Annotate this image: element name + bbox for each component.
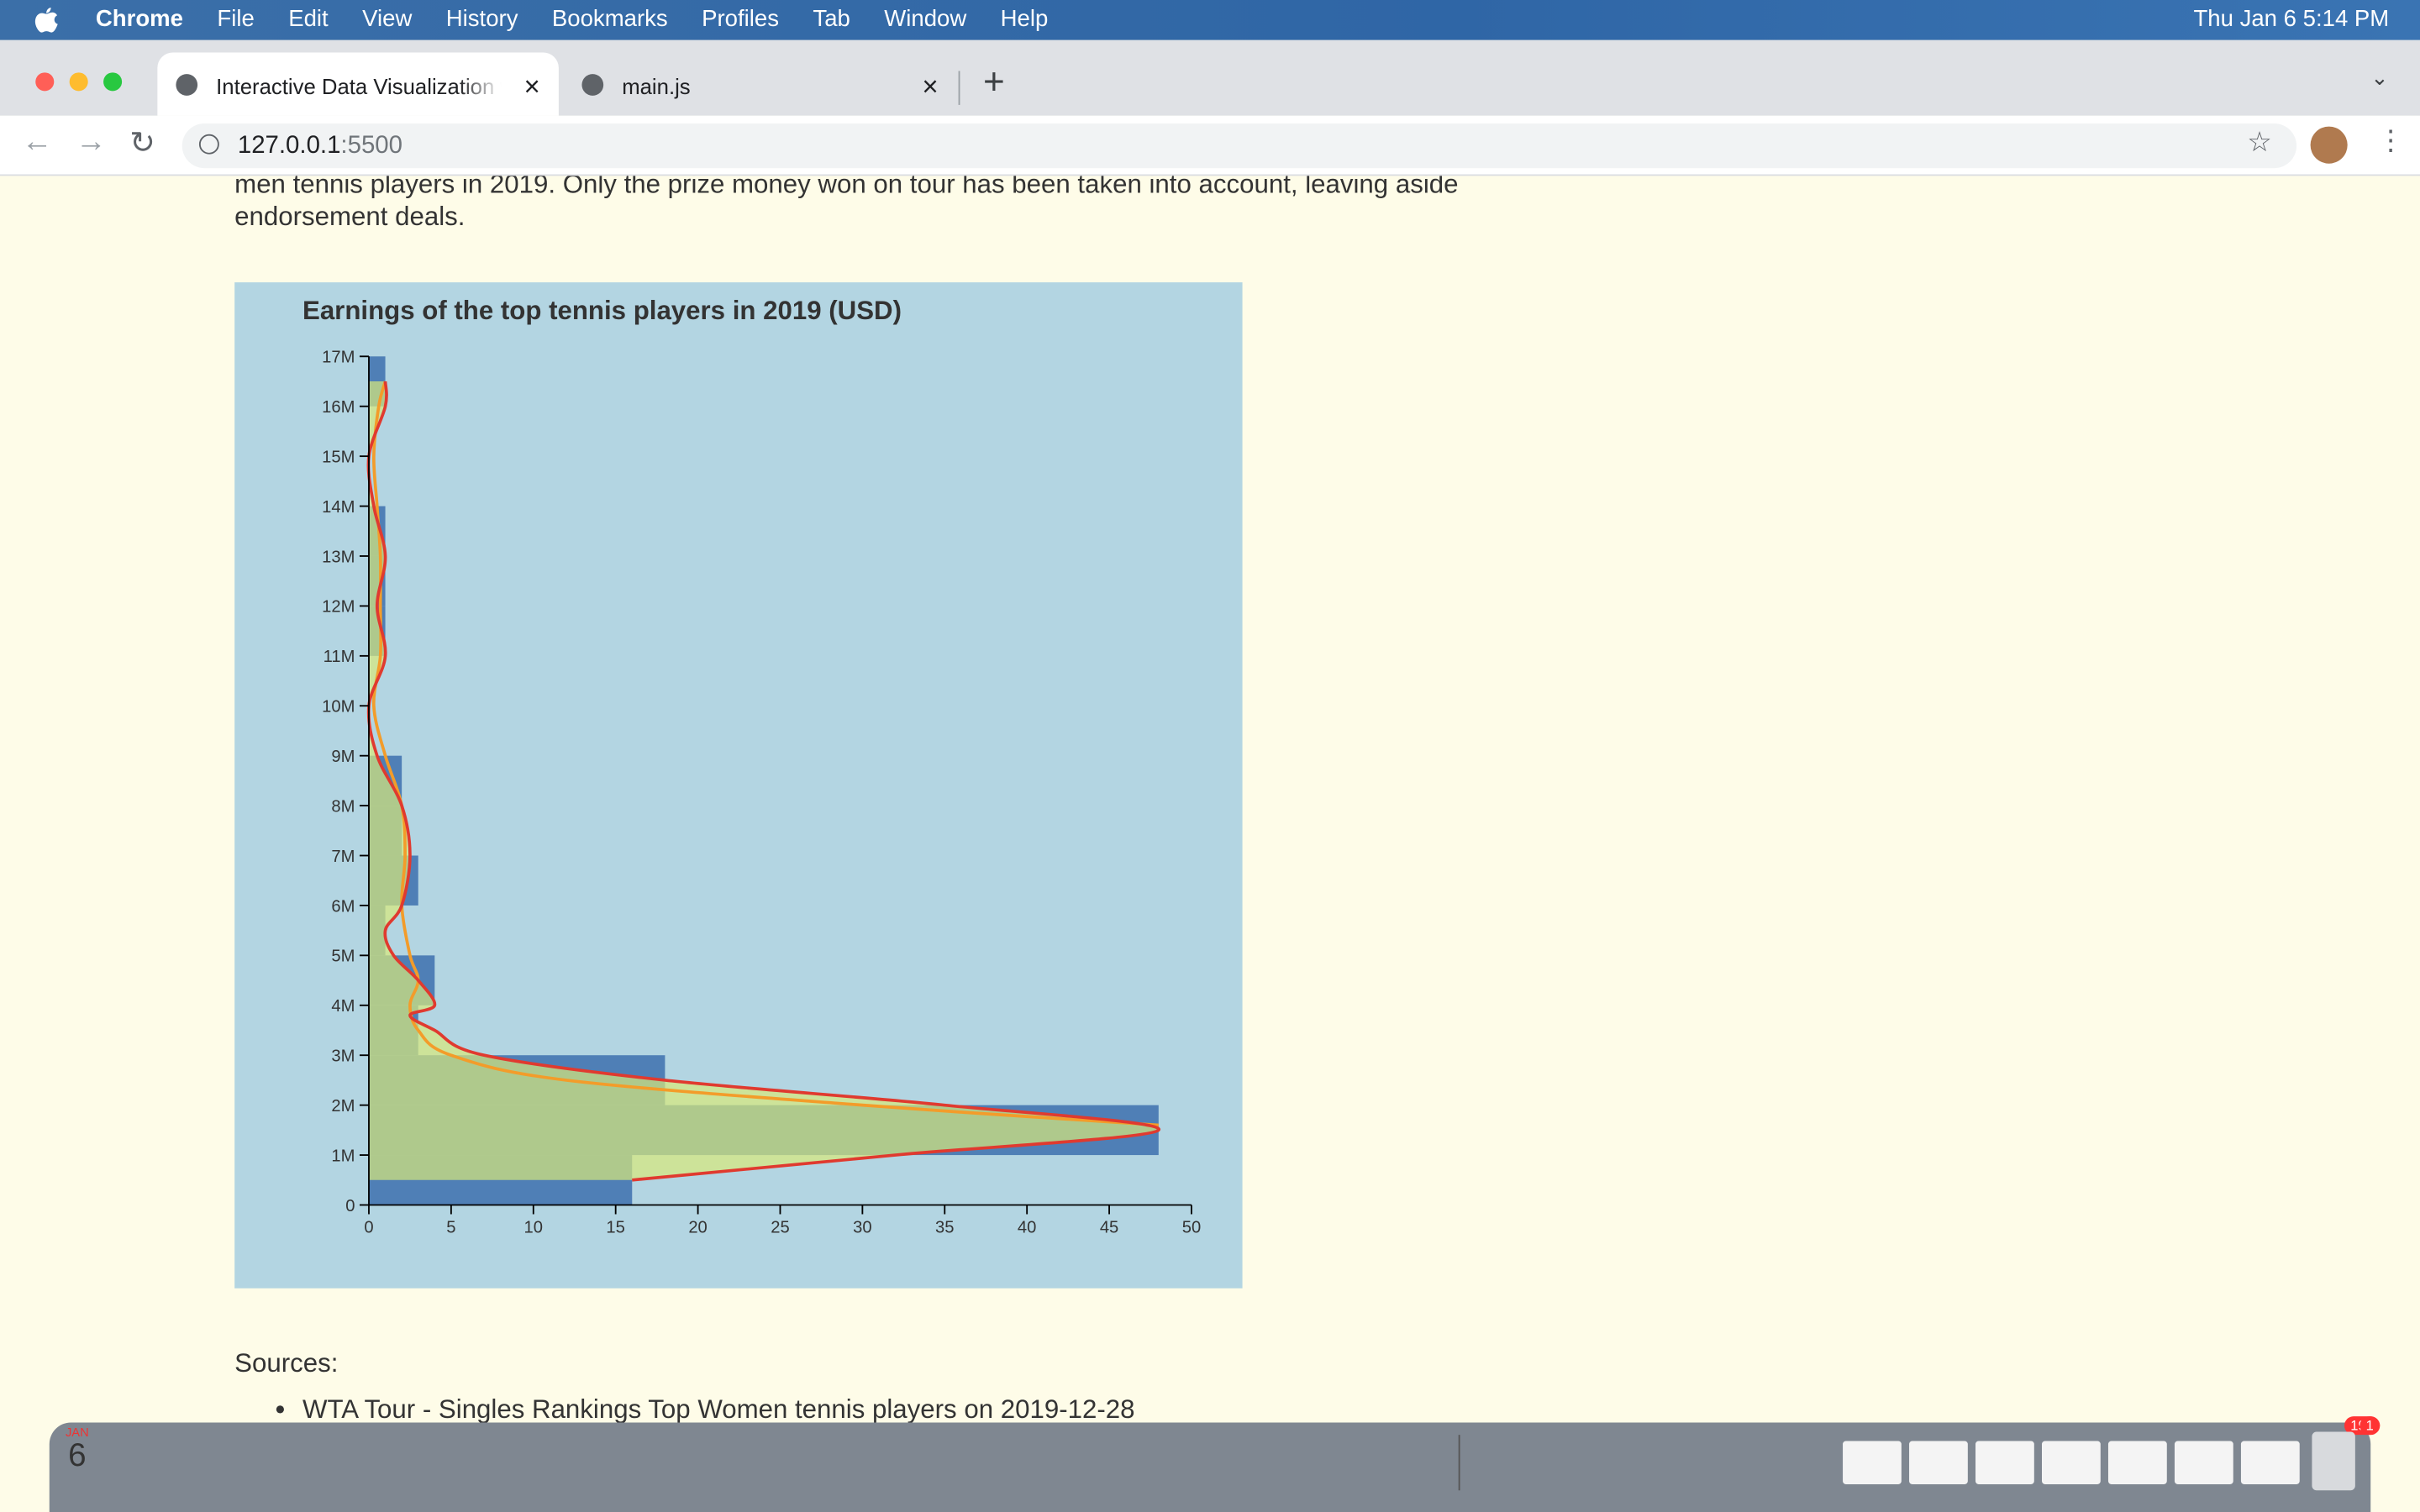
omnibox[interactable]: 127.0.0.1:5500 — [182, 123, 2297, 169]
y-tick-label: 16M — [322, 398, 355, 417]
dock-window[interactable] — [2240, 1441, 2300, 1484]
tab-close[interactable]: × — [922, 71, 939, 102]
source-item[interactable]: WTA Tour - Singles Rankings Top Women te… — [302, 1394, 1134, 1422]
dock-window[interactable] — [2107, 1441, 2167, 1484]
y-tick-label: 0 — [345, 1197, 355, 1215]
site-info[interactable] — [198, 134, 219, 155]
page-content: men tennis players in 2019. Only the pri… — [0, 176, 2420, 1423]
dock-window[interactable] — [1975, 1441, 2034, 1484]
menu-item[interactable]: File — [217, 6, 255, 33]
dock-separator — [1458, 1435, 1460, 1491]
intro-line: endorsement deals. — [234, 202, 466, 232]
menu-item[interactable]: Profiles — [702, 6, 780, 33]
calendar-day: 6 — [68, 1437, 87, 1474]
x-tick-label: 30 — [853, 1219, 871, 1237]
y-tick-label: 17M — [322, 349, 355, 367]
y-tick-label: 10M — [322, 698, 355, 717]
intro-text: men tennis players in 2019. Only the pri… — [234, 176, 1458, 233]
tab[interactable]: Interactive Data Visualization w × — [157, 52, 559, 116]
y-tick-label: 2M — [331, 1097, 355, 1116]
x-tick-label: 35 — [935, 1219, 954, 1237]
back-button[interactable]: ← — [21, 124, 53, 160]
dock-window[interactable] — [1843, 1441, 1902, 1484]
x-tick-label: 10 — [524, 1219, 543, 1237]
tab[interactable]: main.js × — [563, 52, 956, 115]
x-tick-label: 40 — [1018, 1219, 1036, 1237]
sources-heading: Sources: — [234, 1348, 339, 1378]
menu-item[interactable]: Window — [884, 6, 967, 33]
intro-line: men tennis players in 2019. Only the pri… — [234, 176, 1459, 199]
menu-bar: Chrome File Edit View History Bookmarks Profi… — [0, 0, 2420, 40]
density-line — [366, 381, 1160, 1182]
menu-item[interactable]: Tab — [813, 6, 850, 33]
y-tick-label: 7M — [331, 848, 355, 866]
tab-bar: Interactive Data Visualization w × main.j… — [0, 39, 2420, 116]
trash[interactable] — [2312, 1431, 2355, 1491]
y-tick-label: 4M — [331, 997, 355, 1016]
y-tick-label: 12M — [322, 598, 355, 617]
menu-item[interactable]: Help — [1000, 6, 1049, 33]
reload-button[interactable]: ↻ — [129, 126, 156, 161]
url-host: 127.0.0.1 — [237, 132, 341, 160]
url: 127.0.0.1:5500 — [238, 123, 402, 168]
y-tick-label: 3M — [331, 1047, 355, 1066]
x-tick-label: 50 — [1182, 1219, 1201, 1237]
x-tick-label: 5 — [446, 1219, 455, 1237]
y-tick-label: 1M — [331, 1147, 355, 1165]
address-bar: ← → ↻ 127.0.0.1:5500 ☆ ⋮ — [0, 115, 2420, 176]
menu-item[interactable]: Edit — [288, 6, 329, 33]
tab-close[interactable]: × — [523, 71, 540, 102]
y-tick-label: 11M — [324, 648, 355, 666]
forward-button[interactable]: → — [76, 124, 107, 160]
dock-window[interactable] — [2042, 1441, 2101, 1484]
chart: Earnings of the top tennis players in 20… — [234, 282, 1243, 1289]
dock-window[interactable] — [1909, 1441, 1968, 1484]
sources: Sources: WTA Tour - Singles Rankings Top… — [234, 1348, 1134, 1422]
bookmark-star[interactable]: ☆ — [2247, 126, 2272, 158]
profile-avatar[interactable] — [2310, 126, 2348, 164]
x-tick-label: 15 — [606, 1219, 624, 1237]
minimize-window[interactable] — [69, 72, 88, 92]
y-tick-label: 5M — [331, 948, 355, 966]
clock[interactable]: Thu Jan 6 5:14 PM — [2193, 6, 2390, 33]
calendar-month: JAN — [65, 1425, 89, 1440]
zoom-window[interactable] — [103, 72, 123, 92]
dock-window[interactable] — [2174, 1441, 2233, 1484]
settings-badge: 1 — [2360, 1416, 2381, 1436]
menu-items: Chrome File Edit View History Bookmarks Profi… — [96, 6, 1048, 32]
x-tick-label: 0 — [364, 1219, 373, 1237]
menu-item[interactable]: Bookmarks — [551, 6, 668, 33]
url-port: :5500 — [340, 132, 402, 160]
chart-title: Earnings of the top tennis players in 20… — [302, 296, 902, 325]
chrome-menu[interactable]: ⋮ — [2376, 124, 2405, 156]
x-tick-label: 20 — [688, 1219, 707, 1237]
density-line — [372, 381, 1159, 1127]
tab-icon — [581, 74, 604, 96]
new-tab[interactable]: + — [983, 61, 1005, 104]
tab-search[interactable]: ⌄ — [2370, 65, 2389, 90]
tab-title: Interactive Data Visualization w — [216, 74, 502, 99]
y-tick-label: 8M — [331, 797, 355, 816]
menu-item[interactable]: View — [362, 6, 413, 33]
density-area — [368, 381, 1160, 1180]
menu-item[interactable]: History — [445, 6, 518, 33]
y-tick-label: 13M — [322, 548, 355, 566]
close-window[interactable] — [35, 72, 55, 92]
tab-separator — [958, 71, 960, 105]
dock: 195JAN61 — [49, 1416, 2381, 1512]
y-tick-label: 6M — [331, 897, 355, 916]
x-tick-label: 45 — [1100, 1219, 1118, 1237]
y-tick-label: 9M — [331, 748, 355, 766]
apple-logo[interactable] — [34, 6, 58, 34]
sources-list: WTA Tour - Singles Rankings Top Women te… — [234, 1394, 1134, 1422]
tab-icon — [176, 74, 198, 96]
x-tick-label: 25 — [771, 1219, 789, 1237]
y-tick-label: 15M — [322, 448, 355, 466]
menu-app[interactable]: Chrome — [95, 6, 183, 33]
y-tick-label: 14M — [322, 498, 355, 517]
tab-title: main.js — [622, 74, 691, 99]
